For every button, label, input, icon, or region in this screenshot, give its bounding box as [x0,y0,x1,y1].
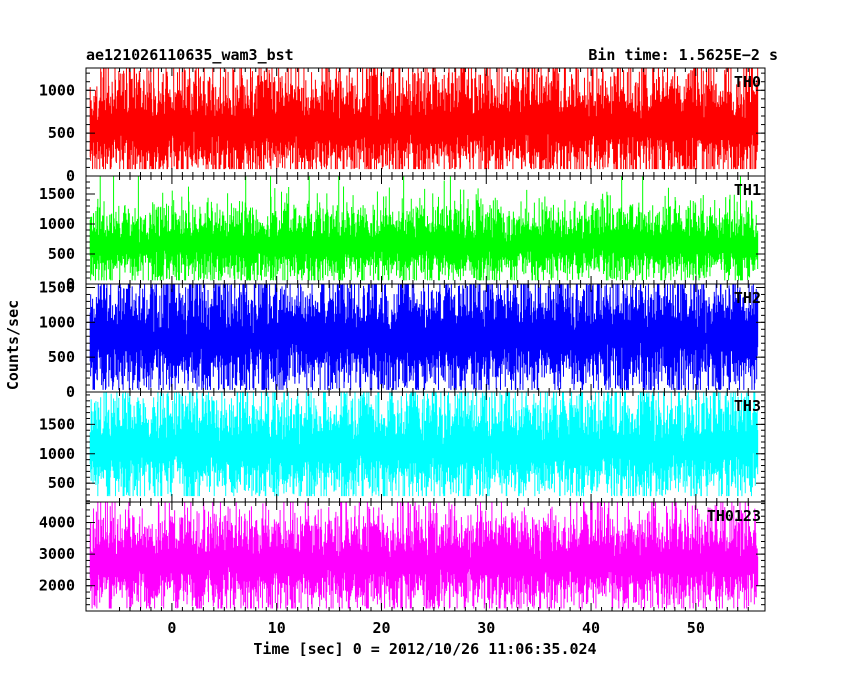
y-tick-label: 0 [66,383,75,401]
y-tick-label: 500 [48,245,75,263]
x-tick-label: 0 [167,619,176,637]
bin-time-label: Bin time: 1.5625E−2 s [588,46,778,64]
panel-th0123: 2000 3000 4000 TH0123 [39,501,766,612]
y-tick-label: 1500 [39,278,75,296]
y-tick-label: 0 [66,167,75,185]
panel-label-th3: TH3 [734,397,761,415]
x-axis-label: Time [sec] 0 = 2012/10/26 11:06:35.024 [253,640,596,658]
y-tick-label: 2000 [39,577,75,595]
chart-title: ae121026110635_wam3_bst [86,46,294,64]
x-tick-label: 10 [268,619,286,637]
series-th2 [89,284,759,390]
panel-th2: 0 500 1000 1500 TH2 [39,278,766,401]
panel-th1: 0 500 1000 1500 TH1 [39,175,766,293]
y-tick-label: 1000 [39,313,75,331]
y-tick-label: 1000 [39,215,75,233]
y-tick-label: 1000 [39,445,75,463]
panel-label-th1: TH1 [734,181,761,199]
y-tick-label: 1000 [39,81,75,99]
y-axis-label: Counts/sec [4,300,22,390]
x-tick-label: 20 [372,619,390,637]
y-tick-label: 3000 [39,545,75,563]
panel-th3: 500 1000 1500 TH3 [39,391,766,503]
panel-th0: 0 500 1000 TH0 [39,67,766,185]
panel-label-th2: TH2 [734,289,761,307]
series-th0123 [89,502,759,609]
y-tick-label: 500 [48,124,75,142]
series-th3 [89,392,759,497]
panel-frame [85,501,766,612]
x-axis: 0 10 20 30 40 50 [167,619,704,637]
series-th0 [89,68,759,170]
x-tick-label: 30 [477,619,495,637]
y-tick-label: 500 [48,348,75,366]
panels-group: 0 500 1000 TH0 0 500 1000 1500 TH1 0 500 1000 1500 TH… [39,67,766,612]
panel-label-th0: TH0 [734,73,761,91]
y-tick-label: 1500 [39,415,75,433]
y-tick-label: 1500 [39,185,75,203]
y-tick-label: 0 [66,275,75,293]
series-th1 [89,176,759,281]
y-tick-label: 4000 [39,514,75,532]
panel-label-th0123: TH0123 [707,507,761,525]
x-tick-label: 40 [582,619,600,637]
x-tick-label: 50 [687,619,705,637]
y-tick-label: 500 [48,474,75,492]
